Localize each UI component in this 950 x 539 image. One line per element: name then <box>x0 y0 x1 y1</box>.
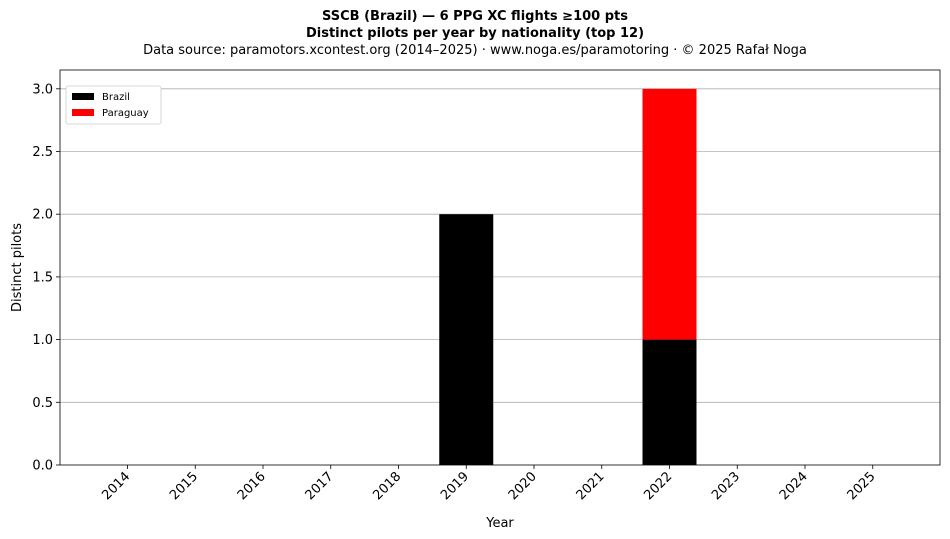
x-tick-label: 2021 <box>574 469 608 503</box>
chart-title: SSCB (Brazil) — 6 PPG XC flights ≥100 pt… <box>321 9 628 24</box>
x-tick-label: 2023 <box>709 469 743 503</box>
bar-brazil-2019 <box>439 214 494 465</box>
y-tick-label: 0.5 <box>32 396 53 411</box>
x-tick-label: 2015 <box>167 469 201 503</box>
legend-swatch-paraguay <box>72 109 94 116</box>
legend-label-brazil: Brazil <box>102 92 130 103</box>
x-tick-label: 2014 <box>99 469 133 503</box>
y-tick-label: 3.0 <box>32 82 53 97</box>
y-tick-label: 2.5 <box>32 145 53 160</box>
x-tick-label: 2024 <box>777 469 811 503</box>
x-tick-label: 2020 <box>506 469 540 503</box>
y-axis-label: Distinct pilots <box>10 223 25 312</box>
y-tick-label: 2.0 <box>32 208 53 223</box>
chart-title-block: SSCB (Brazil) — 6 PPG XC flights ≥100 pt… <box>0 8 950 59</box>
plot-frame <box>59 69 941 466</box>
data-source-note: Data source: paramotors.xcontest.org (20… <box>143 43 807 58</box>
x-tick-label: 2025 <box>845 469 879 503</box>
legend-swatch-brazil <box>72 93 94 100</box>
bar-paraguay-2022 <box>642 88 697 340</box>
legend-label-paraguay: Paraguay <box>102 108 149 119</box>
y-tick-label: 1.0 <box>32 333 53 348</box>
x-tick-label: 2017 <box>303 469 337 503</box>
x-axis-label: Year <box>485 516 514 531</box>
x-tick-label: 2019 <box>438 469 472 503</box>
x-tick-label: 2022 <box>641 469 675 503</box>
chart-subtitle: Distinct pilots per year by nationality … <box>305 26 645 41</box>
x-tick-label: 2016 <box>235 469 269 503</box>
x-tick-label: 2018 <box>370 469 404 503</box>
bar-brazil-2022 <box>642 339 697 465</box>
y-tick-label: 0.0 <box>32 459 53 474</box>
y-tick-label: 1.5 <box>32 270 53 285</box>
